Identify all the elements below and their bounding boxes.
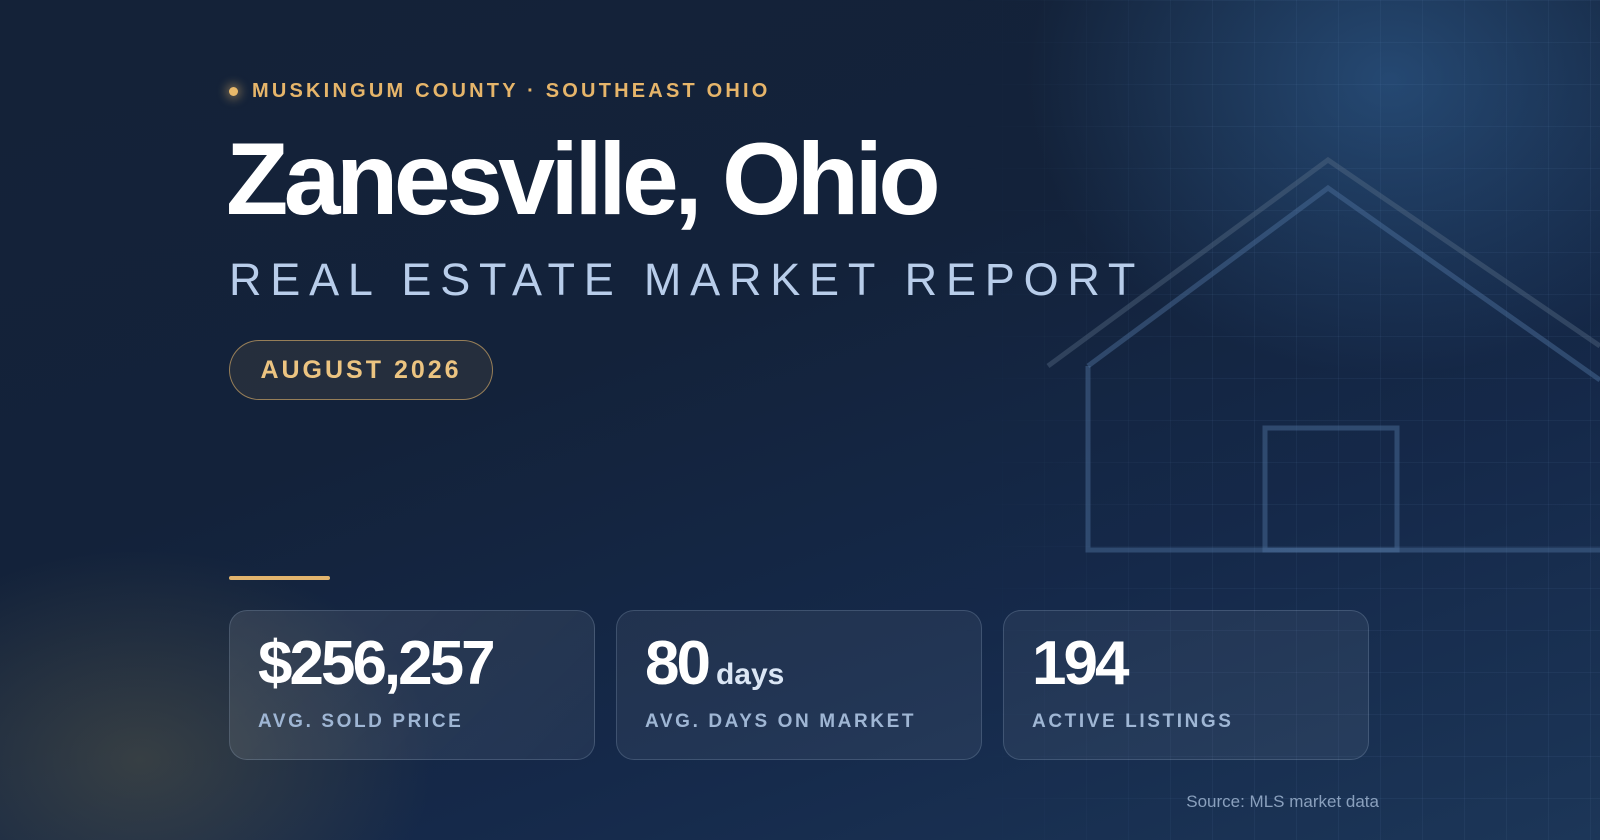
stat-value: 80 days (645, 633, 953, 695)
eyebrow-label: MUSKINGUM COUNTY · SOUTHEAST OHIO (252, 80, 771, 102)
stat-number: 194 (1032, 629, 1129, 698)
dot-icon (229, 87, 238, 96)
stat-label: AVG. SOLD PRICE (258, 711, 464, 732)
house-outline-icon (1046, 156, 1600, 553)
stat-label: ACTIVE LISTINGS (1032, 711, 1234, 732)
location-eyebrow: MUSKINGUM COUNTY · SOUTHEAST OHIO (229, 80, 771, 103)
stat-value: 194 (1032, 633, 1340, 695)
accent-divider (229, 576, 330, 580)
report-subtitle: REAL ESTATE MARKET REPORT (229, 254, 1145, 305)
source-note: Source: MLS market data (1186, 792, 1379, 811)
date-badge: AUGUST 2026 (229, 340, 493, 400)
stat-number: $256,257 (258, 629, 496, 698)
stat-label: AVG. DAYS ON MARKET (645, 711, 917, 732)
stat-card-avg-days-on-market: 80 days AVG. DAYS ON MARKET (616, 610, 982, 760)
stat-unit: days (715, 658, 785, 691)
report-content: MUSKINGUM COUNTY · SOUTHEAST OHIO Zanesv… (226, 0, 1379, 840)
stat-card-avg-sold-price: $256,257 AVG. SOLD PRICE (229, 610, 595, 760)
stats-row: $256,257 AVG. SOLD PRICE 80 days AVG. DAY… (229, 610, 1369, 760)
background-grid (960, 0, 1600, 840)
stat-card-active-listings: 194 ACTIVE LISTINGS (1003, 610, 1369, 760)
stat-number: 80 (645, 629, 711, 698)
page-title: Zanesville, Ohio (226, 122, 941, 236)
stat-value: $256,257 (258, 633, 566, 695)
